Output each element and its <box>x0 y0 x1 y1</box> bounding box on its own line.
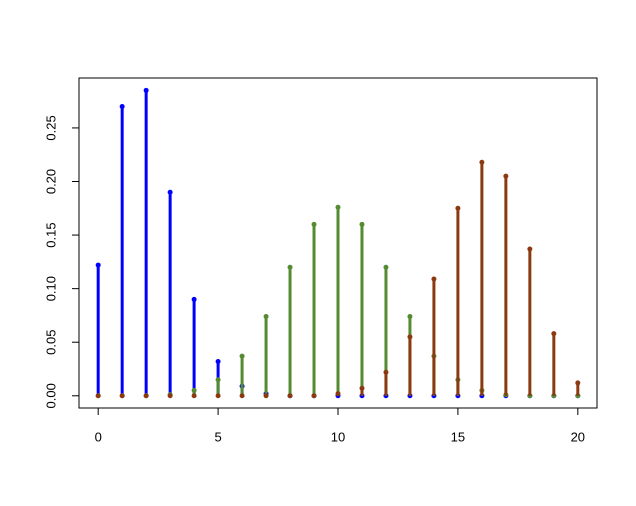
stem-point <box>287 264 293 270</box>
stem-point <box>359 221 365 227</box>
stem-point <box>143 393 149 399</box>
stem-point <box>479 159 485 165</box>
stem-point <box>167 189 173 195</box>
y-tick-label: 0.15 <box>43 222 58 247</box>
stem-point <box>191 393 197 399</box>
stem-point <box>383 264 389 270</box>
stem-point <box>407 334 413 340</box>
stem-point <box>407 314 413 319</box>
stem-point <box>383 369 389 375</box>
x-tick-label: 5 <box>214 429 221 444</box>
y-tick-label: 0.10 <box>43 276 58 301</box>
x-tick-label: 0 <box>95 429 102 444</box>
stem-point <box>503 173 509 179</box>
x-tick-label: 15 <box>451 429 465 444</box>
y-tick-label: 0.25 <box>43 115 58 140</box>
y-tick-label: 0.05 <box>43 330 58 355</box>
stem-point <box>311 393 317 399</box>
stem-point <box>335 204 341 210</box>
stem-point <box>215 377 221 383</box>
stem-point <box>215 359 221 364</box>
stem-point <box>191 296 197 302</box>
stem-point <box>239 353 245 359</box>
stem-point <box>335 391 341 397</box>
stem-point <box>359 385 365 391</box>
stem-point <box>119 104 125 109</box>
stem-point <box>287 393 293 399</box>
stem-point <box>143 87 149 93</box>
stem-point <box>455 205 461 211</box>
stem-point <box>551 331 557 337</box>
x-tick-label: 20 <box>571 429 585 444</box>
stem-point <box>167 393 173 399</box>
stem-point <box>527 246 533 252</box>
stem-point <box>575 380 581 386</box>
stem-point <box>311 221 317 227</box>
stem-point <box>263 393 269 399</box>
stem-point <box>431 276 437 282</box>
stem-point <box>191 387 197 393</box>
stem-point <box>119 393 125 399</box>
stem-point <box>239 393 245 399</box>
stem-point <box>215 393 221 399</box>
x-tick-label: 10 <box>331 429 345 444</box>
y-tick-label: 0.00 <box>43 383 58 408</box>
stem-point <box>263 314 269 319</box>
y-tick-label: 0.20 <box>43 169 58 194</box>
stem-point <box>95 393 101 399</box>
stem-point <box>95 262 101 268</box>
